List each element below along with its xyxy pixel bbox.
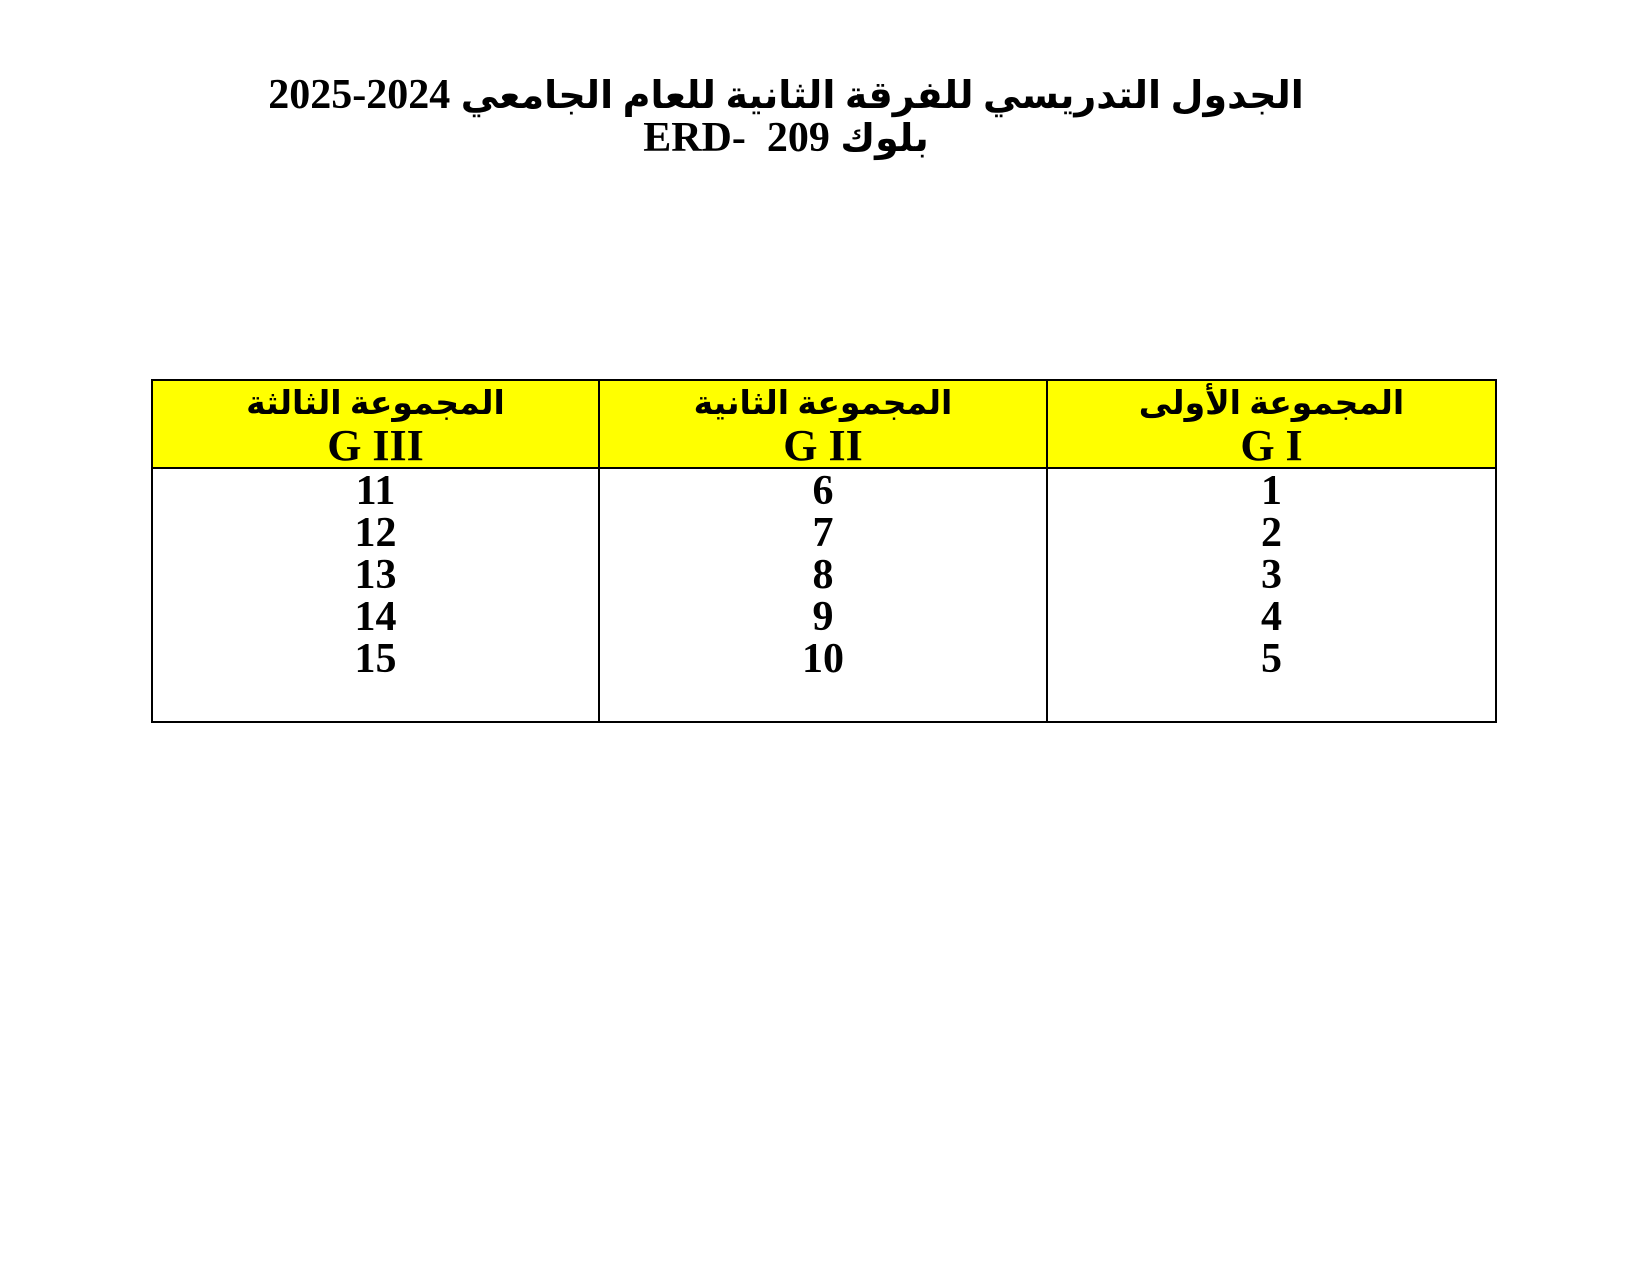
- block-label-arabic: بلوك: [840, 118, 929, 160]
- group-1-numbers-cell: 1 2 3 4 5: [1048, 469, 1495, 721]
- group-2-en-label: G II: [783, 421, 863, 468]
- course-code: ERD- 209: [643, 115, 830, 161]
- title-arabic-text: الجدول التدريسي للفرقة الثانية للعام الج…: [460, 75, 1304, 117]
- group-number: 1: [1261, 469, 1282, 514]
- header-cell-group-2: المجموعة الثانية G II: [600, 381, 1048, 467]
- title-line-2: ERD- 209 بلوك: [0, 117, 1572, 160]
- group-number: 6: [812, 469, 834, 514]
- group-number: 12: [354, 510, 397, 556]
- table-body-row: 11 12 13 14 15 6 7 8 9 10 1 2 3 4 5: [153, 469, 1495, 721]
- header-cell-group-1: المجموعة الأولى G I: [1048, 381, 1495, 467]
- group-number: 13: [354, 552, 397, 598]
- group-number: 14: [354, 594, 397, 640]
- group-number: 15: [354, 636, 397, 682]
- group-number: 8: [812, 552, 834, 598]
- group-number: 5: [1261, 636, 1282, 682]
- group-number: 11: [355, 469, 396, 514]
- title-line-1: 2025-2024 الجدول التدريسي للفرقة الثانية…: [0, 74, 1572, 117]
- group-3-arabic-label: المجموعة الثالثة: [246, 386, 505, 422]
- group-number: 4: [1261, 594, 1282, 640]
- group-1-arabic-label: المجموعة الأولى: [1138, 386, 1405, 422]
- groups-table: المجموعة الثالثة G III المجموعة الثانية …: [151, 379, 1497, 723]
- group-number: 10: [802, 636, 844, 682]
- group-number: 2: [1261, 510, 1282, 556]
- document-title: 2025-2024 الجدول التدريسي للفرقة الثانية…: [0, 74, 1572, 160]
- group-1-en-label: G I: [1240, 421, 1303, 468]
- group-number: 7: [812, 510, 834, 556]
- header-cell-group-3: المجموعة الثالثة G III: [153, 381, 600, 467]
- group-number: 3: [1261, 552, 1282, 598]
- group-2-arabic-label: المجموعة الثانية: [693, 386, 953, 422]
- table-header-row: المجموعة الثالثة G III المجموعة الثانية …: [153, 381, 1495, 469]
- group-3-numbers-cell: 11 12 13 14 15: [153, 469, 600, 721]
- group-2-numbers-cell: 6 7 8 9 10: [600, 469, 1048, 721]
- group-3-en-label: G III: [327, 421, 424, 468]
- title-academic-years: 2025-2024: [268, 72, 451, 118]
- group-number: 9: [812, 594, 834, 640]
